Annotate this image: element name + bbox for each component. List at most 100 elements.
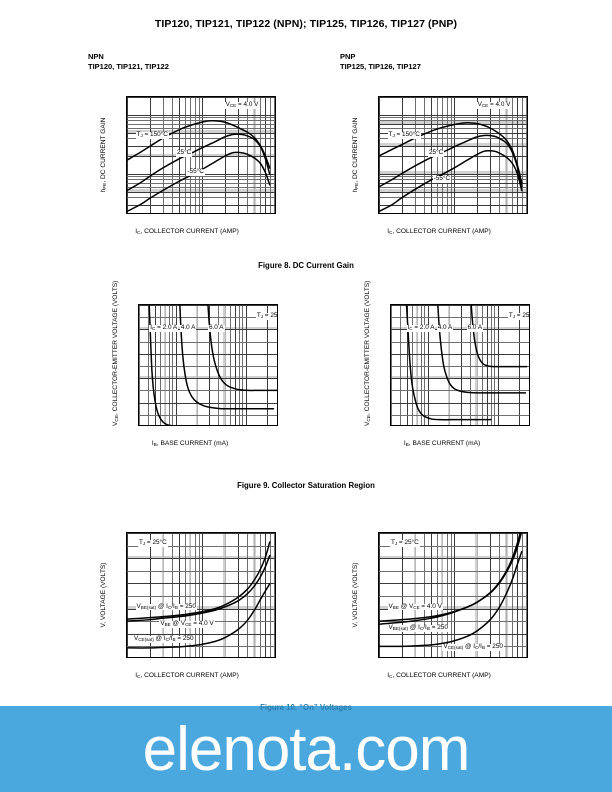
gridline-vertical <box>162 97 164 213</box>
gridline-horizontal <box>379 608 527 610</box>
chart-annotation: VCE(sat) @ IC/IB = 250 <box>442 642 504 651</box>
gridline-vertical <box>499 533 500 657</box>
grid-band <box>379 143 527 146</box>
curve-layer <box>405 305 528 421</box>
gridline-horizontal <box>139 341 277 343</box>
grid-band <box>391 424 529 425</box>
gridline-horizontal <box>379 570 527 572</box>
gridline-vertical <box>401 533 403 657</box>
grid-band-vertical <box>413 533 416 657</box>
grid-band <box>127 130 275 133</box>
gridline-vertical <box>521 533 523 657</box>
data-curve <box>127 133 271 192</box>
watermark-text: elenota.com <box>142 714 471 784</box>
data-curve <box>379 550 523 648</box>
grid-band <box>379 656 527 657</box>
gridline-vertical <box>427 305 429 425</box>
gridline-vertical <box>489 97 491 213</box>
gridline-horizontal <box>379 156 527 157</box>
grid-band <box>379 189 527 192</box>
gridline-vertical <box>185 533 186 657</box>
plot-area: 0.51.01.52.02.53.00.10.20.30.50.71.02.03… <box>378 532 528 658</box>
plot-area: 20,00010,00050003000200010005003002000.1… <box>126 96 276 214</box>
gridline-vertical <box>518 305 520 425</box>
grid-band <box>379 171 527 174</box>
chart-annotation: TJ = 25°C <box>255 312 277 321</box>
gridline-vertical <box>242 305 243 425</box>
gridline-horizontal <box>391 305 529 306</box>
grid-band-vertical <box>441 533 444 657</box>
grid-band <box>391 375 529 379</box>
y-axis-title: hFE, DC CURRENT GAIN <box>352 117 361 193</box>
gridline-vertical <box>202 533 203 657</box>
gridline-vertical <box>512 533 513 657</box>
curve-layer <box>379 533 523 648</box>
gridline-vertical <box>160 305 161 425</box>
gridline-vertical <box>149 97 151 213</box>
grid-band-vertical <box>223 305 226 425</box>
data-curve <box>127 119 271 169</box>
data-curve <box>148 305 173 425</box>
gridline-horizontal <box>379 173 527 175</box>
gridline-horizontal <box>127 179 275 181</box>
gridline-vertical <box>127 97 128 213</box>
gridline-vertical <box>446 533 448 657</box>
plot-area: 20,00010,0007000500030002000100070050030… <box>378 96 528 214</box>
gridline-vertical <box>461 305 462 425</box>
gridline-horizontal <box>127 186 275 188</box>
gridline-vertical <box>238 305 240 425</box>
gridline-vertical <box>379 533 380 657</box>
grid-band <box>127 153 275 156</box>
chart-annotation: VCE = 4.0 V <box>476 101 512 109</box>
grid-band <box>127 606 275 609</box>
data-curve <box>127 541 271 620</box>
grid-band <box>127 189 275 192</box>
y-axis-title: V, VOLTAGE (VOLTS) <box>352 562 359 628</box>
chart-annotation: 6.0 A <box>207 324 225 333</box>
gridline-horizontal <box>379 145 527 147</box>
gridline-horizontal <box>127 176 275 178</box>
curve-layer <box>127 119 271 213</box>
chart-annotation: VBE(sat) @ IC/IB = 250 <box>135 602 197 611</box>
group-label-pnp-parts: TIP125, TIP126, TIP127 <box>340 62 421 72</box>
gridline-horizontal <box>379 176 527 178</box>
plot-area: 0.51.01.52.02.53.00.10.20.30.50.71.02.03… <box>126 532 276 658</box>
gridline-vertical <box>194 97 196 213</box>
group-label-npn-parts: TIP120, TIP121, TIP122 <box>88 62 169 72</box>
gridline-vertical <box>217 305 219 425</box>
chart-annotation: TJ = 150°C <box>135 131 169 140</box>
chart-fig9-npn: 1.01.41.82.22.63.00.30.50.71.02.03.05.07… <box>98 280 282 449</box>
gridline-vertical <box>424 533 425 657</box>
data-curve <box>379 150 523 213</box>
gridline-vertical <box>234 305 236 425</box>
gridline-horizontal <box>127 123 275 125</box>
gridline-vertical <box>490 305 492 425</box>
gridline-vertical <box>245 305 247 425</box>
gridline-horizontal <box>127 533 275 534</box>
gridline-horizontal <box>127 608 275 610</box>
data-curve <box>379 122 523 184</box>
gridline-vertical <box>489 533 491 657</box>
gridline-vertical <box>454 533 455 657</box>
gridline-vertical <box>525 97 527 213</box>
y-axis-title: VCE, COLLECTOR-EMITTER VOLTAGE (VOLTS) <box>112 280 121 426</box>
gridline-vertical <box>424 97 425 213</box>
gridline-horizontal <box>127 156 275 157</box>
gridline-horizontal <box>139 390 277 391</box>
chart-fig10-pnp: 0.51.01.52.02.53.00.10.20.30.50.71.02.03… <box>344 528 534 680</box>
chart-annotation: 25°C <box>427 149 445 157</box>
gridline-vertical <box>265 533 266 657</box>
gridline-vertical <box>379 97 380 213</box>
chart-annotation: TJ = 25°C <box>389 539 420 547</box>
gridline-vertical <box>273 533 275 657</box>
gridline-horizontal <box>127 197 275 198</box>
data-curve <box>179 305 275 410</box>
gridline-horizontal <box>127 583 275 584</box>
grid-band <box>127 212 275 213</box>
grid-band <box>127 656 275 657</box>
grid-band <box>127 555 275 559</box>
chart-annotation: VBE @ VCE = 4.0 V <box>159 620 215 629</box>
gridline-horizontal <box>391 329 529 330</box>
gridline-vertical <box>391 305 392 425</box>
x-axis-title: IB, BASE CURRENT (mA) <box>151 440 229 449</box>
